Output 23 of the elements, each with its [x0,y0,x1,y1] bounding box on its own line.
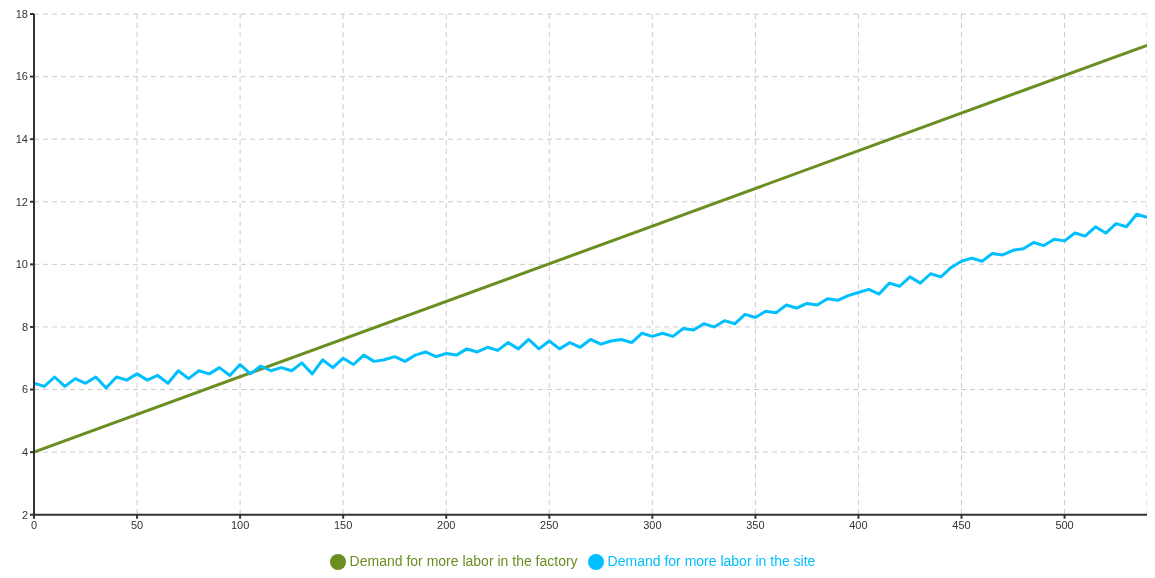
x-tick-label: 150 [333,518,353,531]
line-series [34,212,1147,390]
y-tick-label: 10 [15,258,28,271]
x-tick-label: 50 [130,518,144,531]
x-tick-label: 200 [437,518,456,531]
x-tick-label: 300 [643,518,662,531]
x-tick-label: 100 [230,518,250,531]
y-tick-label: 2 [21,508,28,521]
x-tick-label: 500 [1055,518,1074,531]
y-tick-label: 4 [21,446,28,459]
y-tick-label: 8 [21,320,28,333]
x-tick-label: 400 [849,518,868,531]
x-tick-label: 450 [952,518,971,531]
y-tick-label: 12 [15,195,28,208]
y-tick-label: 18 [15,7,28,20]
x-tick-label: 350 [746,518,765,531]
x-tick-label: 250 [540,518,559,531]
legend-label: Demand for more labor in the site [607,552,816,569]
y-tick-label: 16 [15,70,28,83]
y-tick-label: 6 [21,383,28,396]
legend-label: Demand for more labor in the factory [349,552,578,569]
x-tick-label: 0 [30,518,38,531]
y-tick-label: 14 [15,133,28,146]
